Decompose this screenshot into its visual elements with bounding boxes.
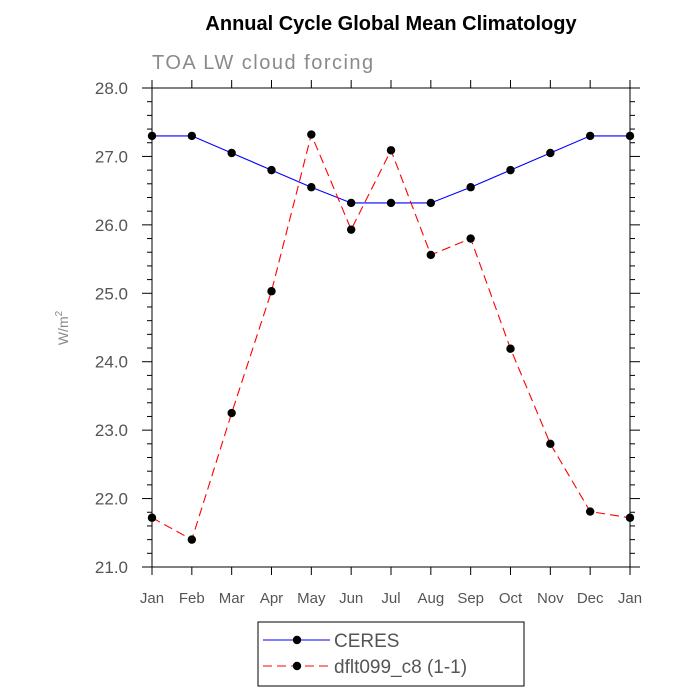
data-point-ceres	[426, 198, 436, 208]
data-point-dflt099-c8	[346, 225, 356, 234]
chart-subtitle: TOA LW cloud forcing	[152, 52, 375, 74]
x-tick-label: Jan	[618, 590, 642, 607]
axes: 21.0 22.0 23.0 24.0 25.0 26.0 27.0 28.0 Jan Feb Ma…	[95, 79, 642, 607]
data-point-ceres	[625, 131, 635, 141]
x-tick-label: Apr	[260, 590, 283, 607]
data-point-dflt099-c8	[625, 513, 635, 522]
y-axis-label-text: W/m	[55, 316, 71, 345]
data-point-ceres	[307, 183, 316, 192]
x-tick-label: Aug	[417, 590, 444, 607]
data-point-dflt099-c8	[187, 535, 197, 544]
x-tick-label: Oct	[499, 590, 523, 607]
y-tick-label: 24.0	[95, 353, 128, 372]
x-tick-label: Sep	[457, 590, 484, 607]
data-point-dflt099-c8	[386, 146, 396, 155]
data-point-ceres	[386, 198, 396, 208]
data-point-dflt099-c8	[307, 130, 316, 139]
data-point-dflt099-c8	[506, 344, 515, 353]
data-point-dflt099-c8	[466, 234, 475, 243]
data-point-dflt099-c8	[426, 250, 436, 260]
x-tick-label: May	[297, 590, 326, 607]
x-tick-label: Jan	[140, 590, 164, 607]
data-point-ceres	[585, 131, 595, 141]
legend-box	[257, 621, 525, 687]
y-tick-label: 28.0	[95, 79, 128, 98]
data-point-ceres	[506, 165, 515, 175]
plot-frame	[151, 87, 631, 568]
data-point-ceres	[466, 183, 475, 192]
series-line-dflt099-c8	[151, 132, 631, 541]
y-tick-label: 25.0	[95, 284, 128, 303]
x-tick-label: Dec	[577, 590, 604, 607]
data-point-ceres	[147, 131, 157, 141]
x-tick-label: Jun	[339, 590, 363, 607]
x-tick-label: Mar	[219, 590, 245, 607]
data-point-dflt099-c8	[585, 507, 595, 516]
legend-marker-dflt099-c8	[292, 661, 302, 671]
chart-title: Annual Cycle Global Mean Climatology	[205, 13, 577, 35]
y-tick-label: 22.0	[95, 490, 128, 509]
data-point-dflt099-c8	[147, 513, 157, 522]
x-tick-label: Jul	[381, 590, 400, 607]
y-tick-label: 27.0	[95, 147, 128, 166]
data-point-ceres	[546, 148, 555, 158]
data-point-ceres	[346, 198, 356, 208]
data-point-ceres	[227, 148, 236, 158]
y-tick-label: 23.0	[95, 421, 128, 440]
legend-label-dflt099-c8: dflt099_c8 (1-1)	[334, 657, 467, 678]
y-axis-label: W/m2	[54, 310, 71, 345]
series-line-ceres	[152, 135, 630, 204]
y-tick-label: 26.0	[95, 216, 128, 235]
y-axis-label-superscript: 2	[54, 310, 65, 316]
y-tick-label: 21.0	[95, 558, 128, 577]
legend-marker-ceres	[292, 635, 302, 645]
x-tick-label: Nov	[537, 590, 564, 607]
data-point-dflt099-c8	[227, 408, 236, 418]
data-point-ceres	[267, 165, 276, 175]
legend-label-ceres: CERES	[334, 631, 399, 652]
data-point-ceres	[187, 131, 197, 141]
data-point-dflt099-c8	[267, 287, 276, 296]
plot-area	[147, 130, 635, 544]
data-point-dflt099-c8	[546, 439, 555, 449]
x-tick-label: Feb	[179, 590, 205, 607]
legend: CERES dflt099_c8 (1-1)	[257, 621, 525, 687]
